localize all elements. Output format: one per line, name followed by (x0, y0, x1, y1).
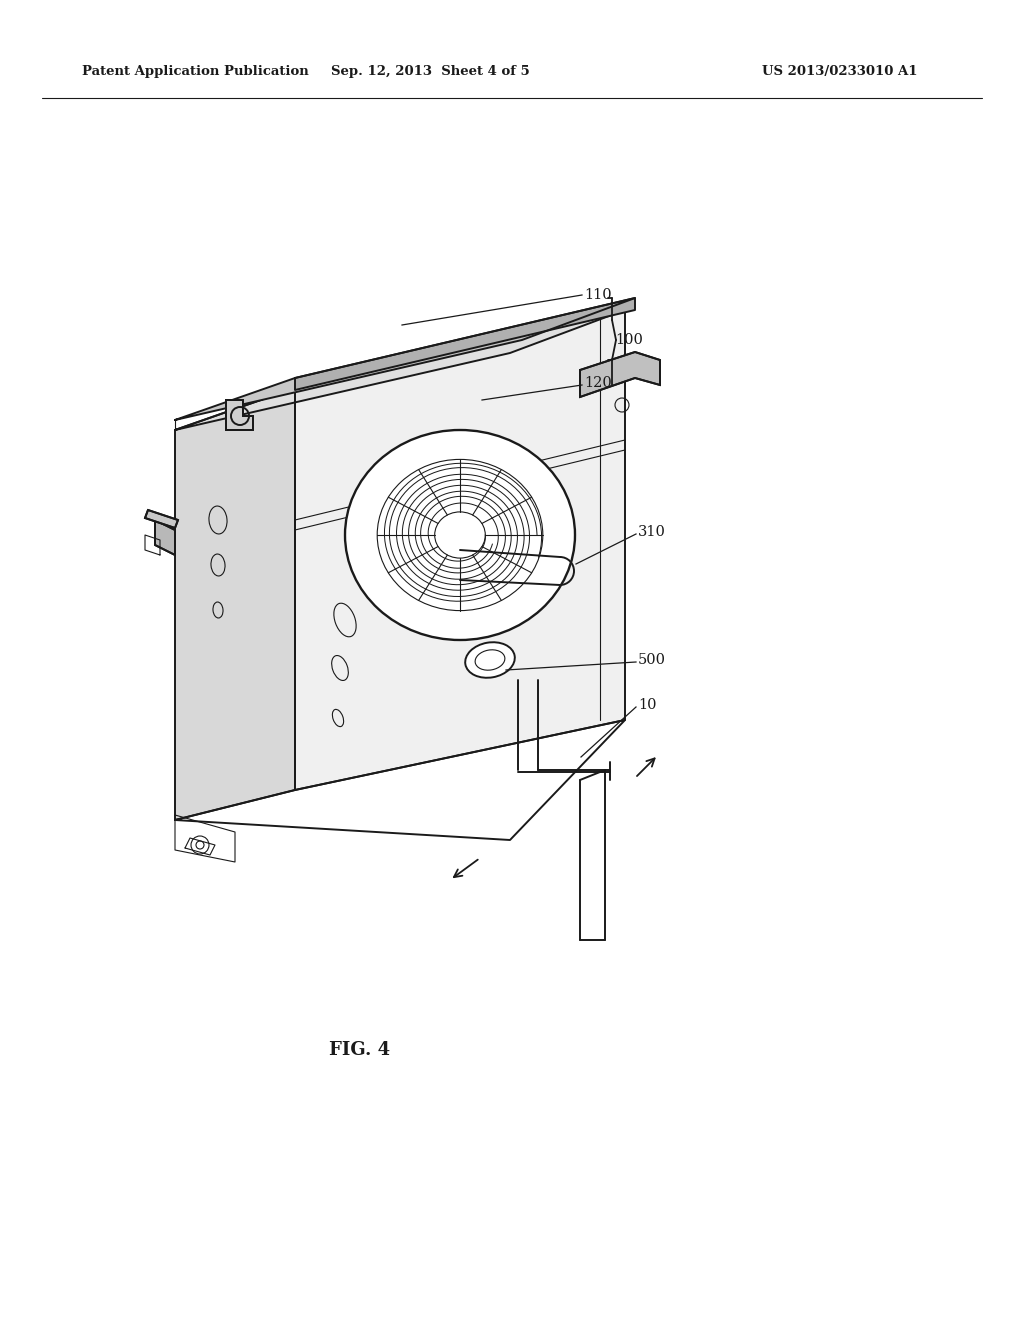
Text: Patent Application Publication: Patent Application Publication (82, 66, 309, 78)
Text: 100: 100 (615, 333, 643, 347)
Polygon shape (175, 298, 635, 420)
Text: US 2013/0233010 A1: US 2013/0233010 A1 (762, 66, 918, 78)
Text: 10: 10 (638, 698, 656, 711)
Polygon shape (175, 388, 295, 820)
Text: 120: 120 (584, 376, 611, 389)
Polygon shape (226, 400, 253, 430)
Text: 500: 500 (638, 653, 666, 667)
Text: 310: 310 (638, 525, 666, 539)
Text: Sep. 12, 2013  Sheet 4 of 5: Sep. 12, 2013 Sheet 4 of 5 (331, 66, 529, 78)
Ellipse shape (465, 643, 515, 677)
Polygon shape (295, 298, 635, 389)
Polygon shape (155, 520, 175, 554)
Text: 110: 110 (584, 288, 611, 302)
Text: FIG. 4: FIG. 4 (330, 1041, 390, 1059)
Ellipse shape (345, 430, 575, 640)
Polygon shape (295, 310, 625, 789)
Polygon shape (175, 310, 625, 430)
Polygon shape (145, 510, 178, 528)
Polygon shape (580, 352, 660, 397)
